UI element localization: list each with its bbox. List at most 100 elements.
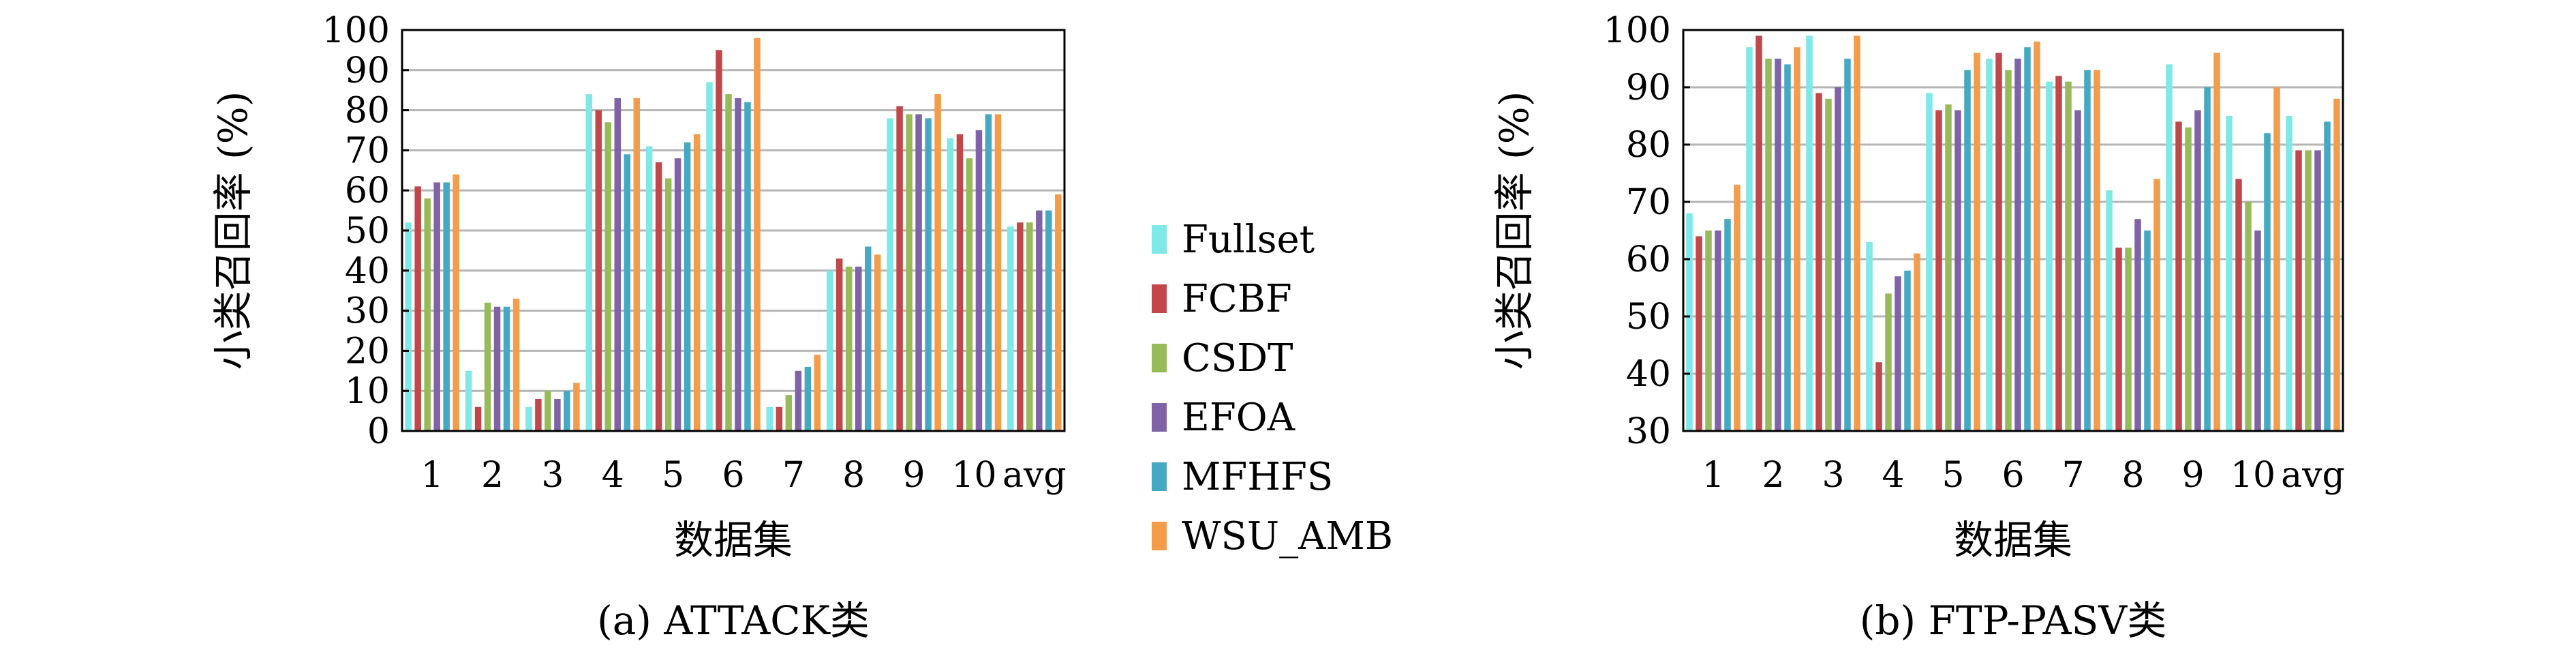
bar xyxy=(1734,184,1741,431)
bar xyxy=(785,395,793,431)
bar xyxy=(2046,81,2053,432)
bar xyxy=(1995,53,2002,432)
x-tick-label: 2 xyxy=(481,455,504,496)
bar xyxy=(595,110,602,431)
x-tick-label: avg xyxy=(1002,455,1067,496)
bar xyxy=(604,122,612,432)
bar xyxy=(1696,236,1702,431)
bar xyxy=(706,82,713,431)
bar xyxy=(414,186,421,431)
x-axis-label: 数据集 xyxy=(1954,517,2072,563)
legend-swatch xyxy=(1152,225,1167,254)
y-tick-label: 70 xyxy=(1626,182,1671,223)
bar xyxy=(535,398,542,431)
x-tick-label: 4 xyxy=(602,455,624,496)
bar xyxy=(2034,41,2040,432)
bar xyxy=(2014,59,2021,431)
chart-caption: (b) FTP-PASV类 xyxy=(1860,597,2166,644)
y-tick-label: 30 xyxy=(1626,411,1671,452)
bar xyxy=(804,366,812,431)
x-tick-label: 6 xyxy=(2002,455,2024,496)
y-tick-label: 10 xyxy=(345,371,390,412)
bar xyxy=(2213,53,2220,432)
bar xyxy=(2324,121,2331,431)
bar xyxy=(855,266,862,431)
y-tick-label: 100 xyxy=(322,10,390,51)
legend-label: MFHFS xyxy=(1182,455,1333,499)
bar xyxy=(2194,110,2201,431)
bar xyxy=(2175,121,2182,431)
bar xyxy=(2235,179,2242,431)
legend-label: CSDT xyxy=(1182,336,1293,381)
bar xyxy=(624,154,631,431)
bar xyxy=(994,114,1002,432)
chart-b-ftp-pasv: 30 40 50 60 70 80 90 100 1 2 3 4 5 6 7 8 9 10 avg 数据集 小类召回率 … xyxy=(1491,10,2345,644)
bar xyxy=(525,406,532,431)
legend-label: EFOA xyxy=(1182,396,1295,440)
bar xyxy=(887,118,893,432)
bar xyxy=(2314,150,2321,431)
bar xyxy=(915,114,922,432)
bar xyxy=(1895,276,1901,431)
bar xyxy=(564,391,570,431)
bar xyxy=(465,370,472,431)
bar xyxy=(2005,70,2012,432)
y-tick-label: 40 xyxy=(345,251,390,292)
bar xyxy=(585,94,593,431)
bar xyxy=(956,134,964,431)
x-tick-label: 9 xyxy=(2181,455,2204,496)
bar xyxy=(1784,64,1791,431)
x-tick-label: avg xyxy=(2281,455,2345,496)
bar xyxy=(493,306,501,431)
bar xyxy=(754,38,761,431)
y-tick-label: 50 xyxy=(345,211,390,252)
bar xyxy=(1775,59,1781,431)
bar xyxy=(2185,127,2192,432)
bar xyxy=(2264,133,2271,431)
bar xyxy=(1045,210,1052,431)
bar xyxy=(1935,110,1942,431)
bar xyxy=(512,298,520,431)
bar xyxy=(735,98,741,431)
y-tick-label: 100 xyxy=(1604,10,1671,51)
bar xyxy=(2333,98,2340,432)
bar xyxy=(1964,70,1971,432)
bar xyxy=(2074,110,2081,431)
bar xyxy=(674,158,681,431)
bar xyxy=(424,198,431,431)
bar xyxy=(2115,248,2122,431)
bar xyxy=(693,134,701,431)
bar xyxy=(1806,35,1813,431)
bar xyxy=(2166,64,2173,431)
bar xyxy=(2226,116,2233,431)
legend-swatch xyxy=(1152,462,1167,491)
legend-swatch xyxy=(1152,344,1167,372)
x-tick-label: 3 xyxy=(1822,455,1844,496)
bar xyxy=(1794,47,1800,431)
bar xyxy=(1746,47,1753,431)
bar xyxy=(2254,231,2261,431)
legend: Fullset FCBF CSDT EFOA MFHFS WSU_AMB xyxy=(1152,218,1393,559)
bar xyxy=(1926,93,1933,431)
bar xyxy=(2125,248,2132,431)
y-tick-label: 60 xyxy=(1626,239,1671,280)
x-tick-label: 8 xyxy=(842,455,865,496)
x-axis-label: 数据集 xyxy=(674,517,793,563)
y-tick-label: 40 xyxy=(1626,354,1671,395)
x-tick-label: 4 xyxy=(1882,455,1904,496)
bar xyxy=(664,178,672,431)
y-tick-label: 80 xyxy=(345,91,390,132)
bar xyxy=(2084,70,2091,432)
x-tick-label: 10 xyxy=(2230,455,2275,496)
bar xyxy=(1825,98,1832,432)
bar xyxy=(2245,202,2252,431)
bar xyxy=(573,383,580,431)
bar xyxy=(2204,87,2211,431)
x-tick-label: 1 xyxy=(1702,455,1724,496)
bar xyxy=(1974,53,1980,432)
bar xyxy=(744,102,751,431)
y-tick-label: 90 xyxy=(1626,68,1671,108)
bar xyxy=(947,138,954,431)
bar xyxy=(1945,104,1952,431)
